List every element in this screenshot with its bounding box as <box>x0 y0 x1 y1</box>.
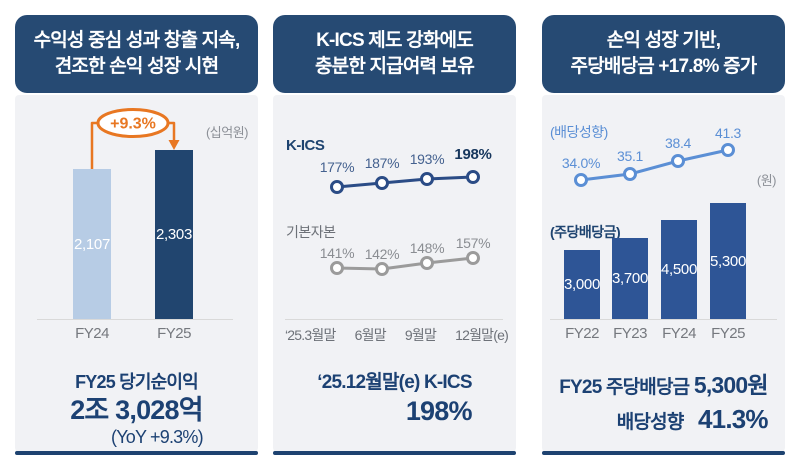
panel-kics-body: K-ICS 기본자본 177% 187% 193% 198% 141% 142%… <box>273 95 516 455</box>
bar-fy22-value: 3,000 <box>563 276 601 293</box>
kics-line-chart <box>330 170 480 276</box>
x-tick-fy24: FY24 <box>75 325 109 342</box>
panel-underline <box>542 451 785 455</box>
bar-fy24: 4,500 <box>661 220 697 319</box>
basic-capital-value-3: 148% <box>409 240 445 256</box>
summary-amount: 2조 3,028억 <box>70 394 203 425</box>
summary-dps-value: 5,300원 <box>693 372 769 398</box>
panel-kics-title-line2: 충분한 지급여력 보유 <box>314 56 475 77</box>
kics-value-4: 198% <box>454 146 492 163</box>
panel-underline <box>273 451 516 455</box>
annotation-growth-value: +9.3% <box>110 116 156 133</box>
basic-capital-point-3 <box>420 256 434 270</box>
legend-payout-ratio: (배당성향) <box>550 124 608 140</box>
payout-value-2: 35.1 <box>616 148 644 164</box>
net-income-summary: FY25 당기순이익 2조 3,028억 (YoY +9.3%) <box>15 371 258 449</box>
panel-net-income-title-line1: 수익성 중심 성과 창출 지속, <box>33 29 241 51</box>
x-tick-fy24: FY24 <box>662 325 696 342</box>
summary-title: FY25 당기순이익 <box>75 372 199 392</box>
summary-payout-value: 41.3% <box>698 403 769 434</box>
bar-fy25: 5,300 <box>710 203 746 319</box>
bar-fy23: 3,700 <box>612 238 648 319</box>
bar-fy23-value: 3,700 <box>611 270 649 287</box>
legend-dps: (주당배당금) <box>550 224 621 240</box>
panel-dividend-title-line2: 주당배당금 +17.8% 증가 <box>570 56 758 77</box>
basic-capital-point-2 <box>375 262 389 276</box>
kics-summary: ‘25.12월말(e) K-ICS 198% <box>273 371 516 427</box>
panel-dividend-title-line1: 손익 성장 기반, <box>606 29 721 51</box>
x-tick-mar: ‘25.3월말 <box>285 327 336 343</box>
unit-label-billion-won: (십억원) <box>205 125 249 140</box>
bar-fy24-value: 4,500 <box>660 261 698 278</box>
kics-line <box>336 175 474 189</box>
basic-capital-point-1 <box>330 261 344 275</box>
panel-dividend: 손익 성장 기반, 주당배당금 +17.8% 증가 (배당성향) (원) (주당… <box>542 15 785 455</box>
summary-dps-label: FY25 주당배당금 <box>559 377 690 398</box>
bar-fy24-value: 2,107 <box>73 235 111 253</box>
x-tick-fy23: FY23 <box>613 325 647 342</box>
panel-kics-header: K-ICS 제도 강화에도 충분한 지급여력 보유 <box>273 15 516 93</box>
bar-fy25: 2,303 <box>155 150 193 319</box>
panel-dividend-body: (배당성향) (원) (주당배당금) 34.0% 35.1 38.4 41.3 … <box>542 95 785 455</box>
annotation-bubble <box>96 108 170 138</box>
x-axis <box>37 319 233 320</box>
basic-capital-value-4: 157% <box>455 235 491 251</box>
panel-kics-title-line1: K-ICS 제도 강화에도 <box>316 29 474 51</box>
annotation-arrowhead-icon <box>168 140 180 150</box>
bar-fy25-value: 5,300 <box>709 252 747 270</box>
bar-fy22: 3,000 <box>564 250 600 319</box>
x-tick-row: ‘25.3월말 6월말 9월말 12월말(e) <box>285 325 509 345</box>
kics-point-1 <box>330 180 344 194</box>
series-label-kics: K-ICS <box>286 137 325 154</box>
kics-point-2 <box>375 176 389 190</box>
payout-value-4: 41.3 <box>714 125 742 141</box>
payout-point-3 <box>671 154 685 168</box>
basic-capital-value-1: 141% <box>319 245 355 261</box>
kics-value-1: 177% <box>319 159 355 175</box>
payout-value-1: 34.0% <box>561 155 601 171</box>
basic-capital-point-4 <box>466 251 480 265</box>
summary-yoy: (YoY +9.3%) <box>111 426 204 447</box>
x-tick-sep: 9월말 <box>404 327 437 343</box>
kics-point-3 <box>420 172 434 186</box>
panel-dividend-header: 손익 성장 기반, 주당배당금 +17.8% 증가 <box>542 15 785 93</box>
unit-label-won: (원) <box>756 173 777 188</box>
panel-net-income-title-line2: 견조한 손익 성장 시현 <box>54 56 219 77</box>
dividend-summary: FY25 주당배당금 5,300원 배당성향 41.3% <box>542 371 785 435</box>
payout-point-4 <box>721 143 735 157</box>
summary-ratio: 198% <box>405 395 473 426</box>
x-tick-dec: 12월말(e) <box>455 327 509 343</box>
payout-point-2 <box>623 167 637 181</box>
panel-net-income: 수익성 중심 성과 창출 지속, 견조한 손익 성장 시현 (십억원) +9.3… <box>15 15 258 455</box>
x-axis <box>550 319 777 320</box>
kics-point-4 <box>466 170 480 184</box>
x-tick-fy25: FY25 <box>711 325 745 342</box>
summary-payout-label: 배당성향 <box>616 411 685 433</box>
x-tick-fy22: FY22 <box>565 325 599 342</box>
panel-kics: K-ICS 제도 강화에도 충분한 지급여력 보유 K-ICS 기본자본 177… <box>273 15 516 455</box>
x-tick-fy25: FY25 <box>157 325 191 342</box>
bar-fy25-value: 2,303 <box>155 226 193 243</box>
payout-point-1 <box>574 173 588 187</box>
basic-capital-value-2: 142% <box>364 246 400 262</box>
panel-net-income-body: (십억원) +9.3% 2,107 2,303 FY24 FY25 FY25 당… <box>15 95 258 455</box>
bar-fy24: 2,107 <box>73 169 111 319</box>
x-tick-jun: 6월말 <box>354 327 387 343</box>
kics-value-2: 187% <box>364 155 400 171</box>
x-axis <box>285 319 503 320</box>
panel-underline <box>15 451 258 455</box>
summary-title: ‘25.12월말(e) K-ICS <box>317 372 472 393</box>
kics-value-3: 193% <box>409 151 445 167</box>
growth-annotation: +9.3% <box>90 108 180 169</box>
series-label-basic-capital: 기본자본 <box>286 224 336 240</box>
panel-net-income-header: 수익성 중심 성과 창출 지속, 견조한 손익 성장 시현 <box>15 15 258 93</box>
payout-value-3: 38.4 <box>664 135 692 151</box>
